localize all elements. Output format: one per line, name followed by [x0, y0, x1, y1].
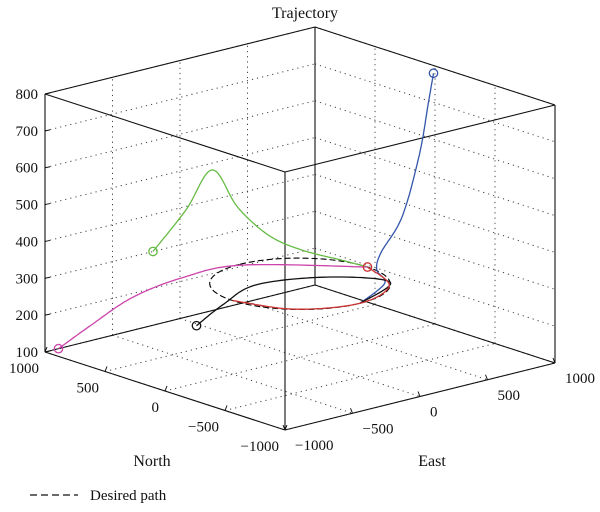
trajectory-start-marker-0: [428, 68, 439, 79]
trajectory-start-marker-3: [191, 320, 202, 331]
z-tick-label-3: 400: [16, 234, 39, 250]
box-edge-10: [44, 26, 316, 95]
north-axis-ticks: 1000 500 0 −500 −1000: [9, 346, 288, 455]
z-tick-label-0: 100: [16, 345, 39, 361]
grid-line-side-z-2: [314, 210, 556, 290]
east-tick-mark-0: [282, 424, 286, 431]
north-tick-label-0: 1000: [9, 361, 39, 377]
trajectory-line-3: [196, 276, 392, 327]
north-tick-label-4: −1000: [241, 439, 279, 455]
grid-line-side-z-6: [314, 63, 556, 143]
east-tick-label-4: 1000: [565, 371, 595, 387]
grid-line-floor-north-3: [224, 343, 496, 411]
z-tick-mark-5: [44, 166, 51, 169]
axes-box: [44, 26, 556, 431]
box-edge-4: [44, 93, 286, 173]
grid-line-back-z-3: [44, 173, 316, 242]
z-tick-label-5: 600: [16, 161, 39, 177]
north-tick-mark-4: [284, 424, 288, 431]
z-tick-mark-1: [44, 313, 51, 316]
east-tick-label-0: −1000: [295, 438, 333, 454]
z-tick-mark-0: [44, 350, 51, 353]
box-edge-6: [314, 284, 556, 364]
grid-line-floor-east-1: [112, 334, 353, 414]
east-tick-mark-1: [350, 408, 353, 414]
z-tick-mark-6: [44, 129, 51, 132]
z-tick-mark-2: [44, 276, 51, 279]
z-axis-ticks: 100 200 300 400 500 600 700 800: [16, 87, 51, 361]
east-tick-label-1: −500: [363, 421, 394, 437]
grid-layer: [44, 26, 556, 431]
east-tick-label-3: 500: [498, 388, 521, 404]
grid-line-side-z-1: [314, 247, 556, 327]
grid-line-side-z-3: [314, 173, 556, 253]
north-tick-mark-0: [44, 346, 48, 353]
trajectory-start-marker-2: [53, 343, 64, 354]
grid-line-floor-east-3: [247, 301, 488, 381]
east-tick-mark-4: [552, 357, 556, 364]
z-tick-label-1: 200: [16, 308, 39, 324]
z-tick-mark-7: [44, 92, 51, 95]
z-tick-mark-3: [44, 239, 51, 242]
east-axis-ticks: −1000 −500 0 500 1000: [282, 357, 595, 454]
legend-label-desired-path: Desired path: [90, 488, 167, 504]
grid-line-back-z-5: [44, 100, 316, 169]
z-tick-mark-4: [44, 203, 51, 206]
grid-line-floor-north-2: [164, 323, 436, 392]
north-tick-mark-2: [164, 385, 168, 392]
trajectory-line-2: [58, 263, 368, 350]
z-tick-label-6: 700: [16, 124, 39, 140]
east-tick-mark-3: [485, 374, 488, 380]
legend: Desired path: [30, 488, 167, 504]
z-tick-label-7: 800: [16, 87, 39, 103]
z-tick-label-4: 500: [16, 198, 39, 214]
grid-line-side-z-5: [314, 100, 556, 180]
chart-title: Trajectory: [272, 5, 338, 22]
north-tick-label-1: 500: [77, 381, 100, 397]
grid-line-floor-east-2: [179, 318, 421, 397]
north-tick-mark-3: [224, 405, 228, 411]
series-layer: [53, 68, 439, 354]
grid-line-side-z-4: [314, 137, 556, 217]
east-tick-mark-2: [417, 391, 421, 397]
grid-line-back-z-4: [44, 137, 316, 206]
north-tick-label-2: 0: [152, 400, 160, 416]
north-tick-label-3: −500: [188, 420, 219, 436]
east-tick-label-2: 0: [430, 405, 438, 421]
east-axis-label: East: [418, 453, 446, 470]
trajectory-start-marker-4: [362, 262, 373, 272]
trajectory-line-4: [232, 266, 390, 310]
north-tick-mark-1: [104, 366, 108, 372]
trajectory-start-marker-1: [148, 246, 158, 257]
z-tick-label-2: 300: [16, 271, 39, 287]
box-edge-7: [314, 26, 556, 106]
trajectory-line-1: [152, 169, 368, 268]
box-edge-3: [284, 104, 556, 173]
box-edge-9: [44, 284, 316, 353]
north-axis-label: North: [133, 453, 170, 470]
